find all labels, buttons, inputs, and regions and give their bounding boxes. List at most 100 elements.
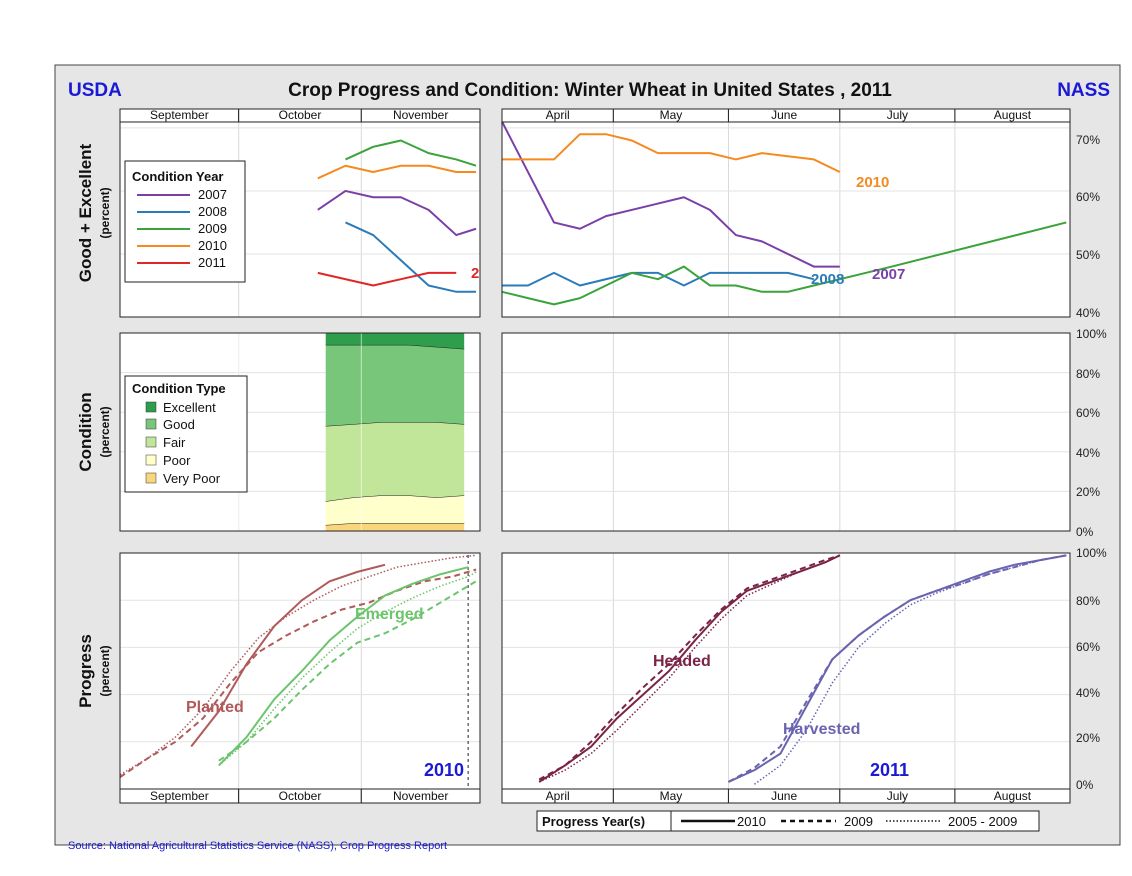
month-cell xyxy=(360,108,481,123)
progress-line-planted-2009 xyxy=(119,568,477,779)
progress-line-planted-2005---2009 xyxy=(119,554,477,776)
series-line-2007 xyxy=(501,121,840,268)
panel-prog-spring xyxy=(501,552,1071,790)
progress-line-headed-2010 xyxy=(538,554,841,783)
condition-area-excellent xyxy=(325,333,465,349)
label-2007-ge: 2007 xyxy=(872,266,905,283)
y-tick-label: 100% xyxy=(1076,327,1107,341)
series-line-2008 xyxy=(502,271,815,287)
progress-line-headed-2009 xyxy=(538,554,841,781)
series-line-2009 xyxy=(501,221,1067,306)
legend-label: 2010 xyxy=(198,238,227,253)
month-cell xyxy=(954,788,1071,804)
month-label: April xyxy=(546,789,570,803)
legend-swatch-poor xyxy=(145,454,157,466)
y-tick-label: 50% xyxy=(1076,248,1100,262)
legend-box xyxy=(124,375,248,493)
progress-line-emerged-2010 xyxy=(218,566,469,767)
legend-title: Progress Year(s) xyxy=(542,814,645,829)
row-sublabel-progress: (percent) xyxy=(98,645,112,696)
legend-swatch-very-poor xyxy=(145,472,157,484)
y-tick-label: 0% xyxy=(1076,525,1094,539)
label-planted: Planted xyxy=(186,699,244,716)
legend-condition-year: Condition Year 2007 2008 2009 2010 2011 xyxy=(124,160,246,283)
legend-label: 2009 xyxy=(844,814,873,829)
y-axis-ge: 70% 60% 50% 40% xyxy=(1076,133,1100,320)
month-label: June xyxy=(771,789,797,803)
legend-label: 2011 xyxy=(198,255,226,270)
y-tick-label: 20% xyxy=(1076,485,1100,499)
y-tick-label: 60% xyxy=(1076,640,1100,654)
y-tick-label: 80% xyxy=(1076,594,1100,608)
legend-label: Very Poor xyxy=(163,471,221,486)
month-label: April xyxy=(546,108,570,122)
legend-title: Condition Year xyxy=(132,169,224,184)
month-label: July xyxy=(887,789,908,803)
progress-line-emerged-2009 xyxy=(218,580,477,762)
condition-area-fair xyxy=(325,422,465,502)
series-line-2007 xyxy=(317,189,477,237)
y-axis-condition: 100% 80% 60% 40% 20% 0% xyxy=(1076,327,1107,539)
y-tick-label: 80% xyxy=(1076,367,1100,381)
legend-condition-type: Condition Type Excellent Good Fair Poor … xyxy=(124,375,248,493)
y-tick-label: 40% xyxy=(1076,446,1100,460)
month-label: July xyxy=(887,108,908,122)
panel-cond-spring xyxy=(501,332,1071,532)
condition-area-very-poor xyxy=(325,523,465,531)
label-emerged: Emerged xyxy=(355,606,423,623)
label-harvested: Harvested xyxy=(783,721,860,738)
label-year-2010: 2010 xyxy=(424,760,464,780)
legend-swatch-fair xyxy=(145,436,157,448)
row-sublabel-good-excellent: (percent) xyxy=(98,187,112,238)
y-tick-label: 40% xyxy=(1076,306,1100,320)
legend-label: Excellent xyxy=(163,400,216,415)
row-label-progress: Progress xyxy=(76,634,95,708)
row-label-condition: Condition xyxy=(76,392,95,471)
y-tick-label: 20% xyxy=(1076,731,1100,745)
label-2011-ge-clipped: 2 xyxy=(471,265,479,282)
series-line-2010 xyxy=(502,133,841,173)
label-2008-ge: 2008 xyxy=(811,271,844,288)
label-2010-ge: 2010 xyxy=(856,174,889,191)
y-axis-progress: 100% 80% 60% 40% 20% 0% xyxy=(1076,546,1107,792)
legend-label: Good xyxy=(163,417,195,432)
legend-swatch-excellent xyxy=(145,401,157,413)
usda-label: USDA xyxy=(68,80,122,101)
series-line-2008 xyxy=(345,221,477,293)
month-label: November xyxy=(393,108,448,122)
progress-line-planted-2010 xyxy=(190,563,386,748)
month-label: May xyxy=(660,789,683,803)
y-tick-label: 60% xyxy=(1076,406,1100,420)
panel-ge-spring xyxy=(501,108,1071,318)
label-year-2011: 2011 xyxy=(870,760,909,780)
legend-label: 2005 - 2009 xyxy=(948,814,1017,829)
month-label: November xyxy=(393,789,448,803)
legend-label: Fair xyxy=(163,435,186,450)
y-tick-label: 40% xyxy=(1076,686,1100,700)
legend-box xyxy=(124,160,246,283)
row-sublabel-condition: (percent) xyxy=(98,406,112,457)
series-line-2010 xyxy=(317,164,477,180)
month-label: October xyxy=(279,108,322,122)
month-label: June xyxy=(771,108,797,122)
row-label-good-excellent: Good + Excellent xyxy=(76,143,95,282)
y-tick-label: 70% xyxy=(1076,133,1100,147)
chart-title: Crop Progress and Condition: Winter Whea… xyxy=(288,80,892,101)
legend-label: 2010 xyxy=(737,814,766,829)
series-line-2009 xyxy=(345,139,477,167)
month-label: September xyxy=(150,108,209,122)
panel-border xyxy=(501,332,1071,532)
progress-line-harvested-2010 xyxy=(728,554,1067,783)
legend-label: 2007 xyxy=(198,187,227,202)
legend-label: 2009 xyxy=(198,221,227,236)
progress-line-harvested-2009 xyxy=(727,554,1067,783)
source-note: Source: National Agricultural Statistics… xyxy=(68,840,447,852)
month-strips: September October November April May June July… xyxy=(119,108,1071,804)
series-line-2011 xyxy=(317,271,457,287)
month-label: August xyxy=(994,108,1032,122)
legend-label: 2008 xyxy=(198,204,227,219)
legend-label: Poor xyxy=(163,453,191,468)
legend-progress-year: Progress Year(s) 2010 2009 2005 - 2009 xyxy=(536,810,1040,832)
month-cell xyxy=(954,108,1071,123)
